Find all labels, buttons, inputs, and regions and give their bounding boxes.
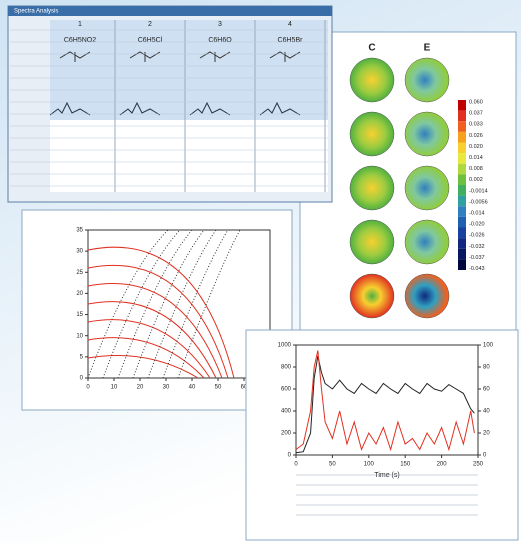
topo-map [405, 58, 449, 102]
y-tick-label: 800 [281, 365, 292, 371]
colorbar-label: 0.060 [469, 99, 483, 105]
y-tick-label: 30 [76, 249, 83, 255]
colorbar-segment [458, 174, 466, 185]
y-tick-label: 10 [76, 333, 83, 339]
formula: C6H5Br [278, 37, 304, 44]
x-tick-label: 100 [364, 462, 375, 468]
colorbar-segment [458, 228, 466, 239]
y2-tick-label: 40 [483, 409, 490, 415]
collage: C E 0.060 0.037 0.033 0.026 0.020 0.014 0.008 0.0… [0, 0, 521, 543]
colorbar-segment [458, 259, 466, 270]
page: {"table": {"window_title": "Spectra Anal… [0, 0, 521, 543]
topo-map [405, 274, 449, 318]
colorbar-label: -0.014 [469, 211, 485, 217]
y-tick-label: 25 [76, 270, 83, 276]
colorbar-segment [458, 100, 466, 111]
x-tick-label: 200 [437, 462, 448, 468]
x-tick-label: 150 [400, 462, 411, 468]
colorbar-label: 0.008 [469, 166, 483, 172]
y2-tick-label: 60 [483, 387, 490, 393]
colorbar-label: -0.026 [469, 233, 485, 239]
y-tick-label: 20 [76, 291, 83, 297]
formula: C6H6O [208, 37, 232, 44]
colorbar-label: 0.002 [469, 177, 483, 183]
colorbar-segment [458, 111, 466, 122]
x-tick-label: 250 [473, 462, 484, 468]
table-highlight [50, 20, 328, 120]
y-tick-label: 1000 [278, 343, 292, 349]
colorbar-label: 0.014 [469, 155, 483, 161]
topo-map [405, 112, 449, 156]
colorbar-segment [458, 153, 466, 164]
y2-tick-label: 80 [483, 365, 490, 371]
colorbar-label: -0.043 [469, 266, 485, 272]
topo-map [350, 274, 394, 318]
y-tick-label: 200 [281, 431, 292, 437]
colorbar-segment [458, 238, 466, 249]
x-tick-label: 50 [329, 462, 336, 468]
x-tick-label: 10 [111, 385, 118, 391]
colorbar-label: 0.033 [469, 122, 483, 128]
formula: C6H5NO2 [64, 37, 96, 44]
topo-map [350, 58, 394, 102]
table-body [50, 120, 328, 192]
x-axis-label: Time (s) [374, 472, 399, 479]
colorbar-segment [458, 249, 466, 260]
colorbar-segment [458, 185, 466, 196]
y-tick-label: 400 [281, 409, 292, 415]
colorbar-label: -0.037 [469, 255, 485, 261]
y-tick-label: 35 [76, 228, 83, 234]
x-tick-label: 30 [163, 385, 170, 391]
column-header: 4 [288, 21, 292, 28]
column-header: 2 [148, 21, 152, 28]
x-tick-label: 50 [215, 385, 222, 391]
colorbar-label: 0.020 [469, 144, 483, 150]
colorbar-label: 0.037 [469, 111, 483, 117]
formula: C6H5Cl [138, 37, 163, 44]
colorbar-segment [458, 206, 466, 217]
topo-map [350, 220, 394, 264]
colorbar-label: -0.0056 [469, 199, 488, 205]
colorbar-label: -0.032 [469, 244, 485, 250]
x-tick-label: 40 [189, 385, 196, 391]
colorbar-label: -0.020 [469, 222, 485, 228]
colorbar-segment [458, 132, 466, 143]
colorbar-label: 0.026 [469, 133, 483, 139]
column-header: 1 [78, 21, 82, 28]
topo-column-label: C [368, 43, 375, 54]
colorbar-segment [458, 164, 466, 175]
colorbar-label: -0.0014 [469, 188, 488, 194]
colorbar-segment [458, 217, 466, 228]
y-tick-label: 600 [281, 387, 292, 393]
window-title: Spectra Analysis [14, 9, 58, 15]
column-header: 3 [218, 21, 222, 28]
topo-map [350, 112, 394, 156]
topo-column-label: E [424, 43, 431, 54]
y2-tick-label: 20 [483, 431, 490, 437]
y2-tick-label: 100 [483, 343, 494, 349]
colorbar-segment [458, 143, 466, 154]
colorbar-segment [458, 196, 466, 207]
topo-map [405, 166, 449, 210]
topo-map [405, 220, 449, 264]
y-tick-label: 15 [76, 312, 83, 318]
colorbar-segment [458, 121, 466, 132]
topo-map [350, 166, 394, 210]
x-tick-label: 20 [137, 385, 144, 391]
